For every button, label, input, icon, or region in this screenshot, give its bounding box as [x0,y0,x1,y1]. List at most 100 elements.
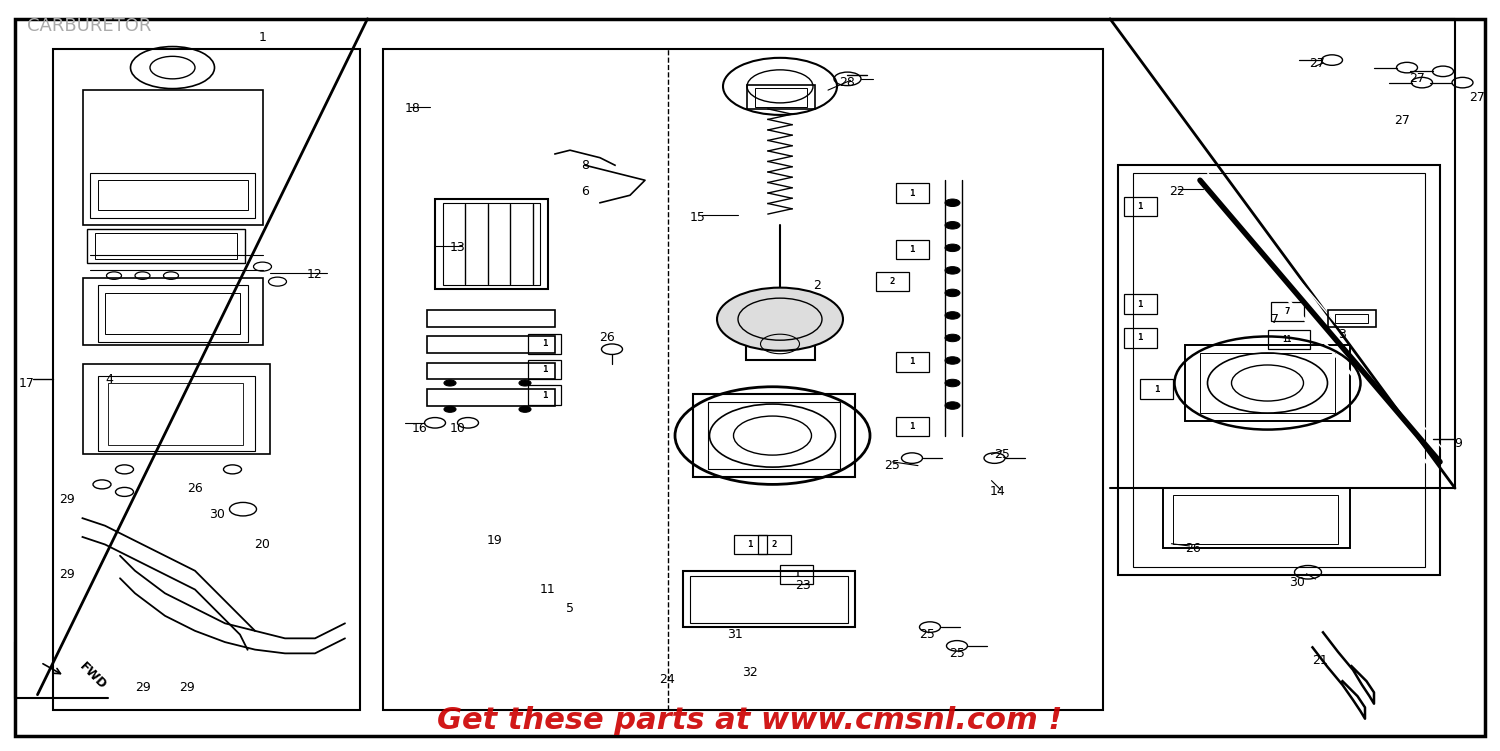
Text: 29: 29 [60,493,75,506]
Circle shape [519,380,531,386]
Text: 29: 29 [180,680,195,694]
Circle shape [945,334,960,342]
Text: 26: 26 [1185,541,1200,555]
Text: 1: 1 [1137,333,1143,342]
Text: 2: 2 [771,540,777,549]
Circle shape [444,380,456,386]
Text: 1: 1 [542,339,548,348]
Circle shape [945,267,960,274]
Bar [1185,345,1350,421]
Bar [427,310,555,327]
Text: 4: 4 [105,372,114,386]
Text: 14: 14 [990,485,1005,499]
Text: 23: 23 [795,579,810,593]
Circle shape [444,406,456,412]
Text: 2: 2 [890,277,896,286]
Circle shape [717,288,843,351]
Circle shape [945,244,960,252]
Bar [747,85,814,109]
Text: 1: 1 [1137,300,1143,309]
Bar [528,385,561,405]
Text: FWD: FWD [76,660,108,692]
Bar [896,183,928,203]
Text: 32: 32 [742,665,758,679]
Bar [896,240,928,259]
Bar [693,394,855,477]
Bar [1132,173,1425,567]
Circle shape [945,222,960,229]
Text: 30: 30 [1290,575,1305,589]
Text: 25: 25 [885,459,900,472]
Bar [87,229,245,263]
Bar [1162,488,1350,548]
Text: 26: 26 [600,331,615,345]
Text: 11: 11 [540,583,555,596]
Text: CARBURETOR: CARBURETOR [27,17,152,35]
Bar [746,327,814,360]
Bar [382,49,1102,710]
Bar [1124,328,1156,348]
Bar [53,49,360,710]
Text: 12: 12 [308,267,322,281]
Text: 13: 13 [450,241,465,255]
Text: 1: 1 [909,357,915,366]
Text: 1: 1 [794,570,800,579]
Text: 6: 6 [580,185,590,198]
Bar [1118,165,1440,575]
Text: 10: 10 [450,421,465,435]
Bar [98,285,248,342]
Text: 27: 27 [1395,113,1410,127]
Bar [427,336,555,353]
Bar [708,402,840,469]
Bar [82,364,270,454]
Text: 20: 20 [255,538,270,551]
Text: 22: 22 [1170,185,1185,198]
Text: 7: 7 [1270,312,1280,326]
Bar [896,352,928,372]
Text: 25: 25 [994,448,1010,461]
Bar [876,272,909,291]
Bar [98,180,248,210]
Text: 1: 1 [258,31,267,44]
Bar [754,88,807,107]
Text: 7: 7 [1284,307,1290,316]
Text: 5: 5 [566,602,574,615]
Bar [82,90,262,225]
Circle shape [945,402,960,409]
Bar [108,383,243,445]
Text: 27: 27 [1310,57,1324,71]
Bar [528,360,561,379]
Text: 2: 2 [813,279,822,292]
Circle shape [945,357,960,364]
Bar [94,233,237,259]
Text: 29: 29 [135,680,150,694]
Bar [734,535,766,554]
Text: 27: 27 [1470,91,1485,104]
Text: 27: 27 [1410,72,1425,86]
Text: 25: 25 [950,647,964,660]
Text: 16: 16 [413,421,428,435]
Circle shape [945,312,960,319]
Text: 1: 1 [909,422,915,431]
Bar [1328,310,1376,327]
Text: 15: 15 [690,211,705,225]
Text: 24: 24 [660,673,675,686]
Text: 9: 9 [1454,436,1462,450]
Bar [105,293,240,334]
Text: 1: 1 [542,391,548,400]
Text: 30: 30 [210,508,225,521]
Text: 1: 1 [1154,385,1160,394]
Bar [427,363,555,379]
Text: 17: 17 [20,376,34,390]
Circle shape [945,379,960,387]
Text: 28: 28 [840,76,855,89]
Text: Get these parts at www.cmsnl.com !: Get these parts at www.cmsnl.com ! [438,707,1062,735]
Bar [435,199,548,289]
Bar [758,535,790,554]
Text: 11: 11 [1282,335,1292,344]
Bar [780,565,813,584]
Text: 31: 31 [728,628,742,641]
Bar [690,576,847,623]
Bar [1268,330,1310,349]
Bar [1124,294,1156,314]
